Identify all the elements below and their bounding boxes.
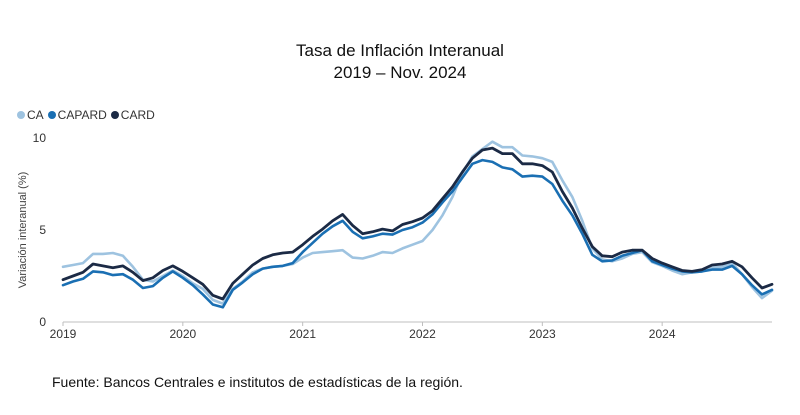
x-tick-label: 2021 xyxy=(289,327,316,341)
legend-dot-icon xyxy=(110,111,119,119)
chart-title-line1: Tasa de Inflación Interanual xyxy=(296,41,504,60)
legend-label: CARD xyxy=(120,108,155,122)
x-tick-label: 2024 xyxy=(649,327,676,341)
legend-dot-icon xyxy=(17,111,25,119)
legend-item-capard[interactable]: CAPARD xyxy=(47,108,107,122)
y-tick-label: 0 xyxy=(39,315,46,329)
series-line-ca xyxy=(61,140,774,305)
series-group xyxy=(61,140,774,309)
y-axis-ticks: 0 5 10 xyxy=(33,131,47,329)
x-tick-label: 2022 xyxy=(409,327,436,341)
legend-dot-icon xyxy=(47,111,56,119)
legend-label: CAPARD xyxy=(57,108,107,122)
source-note: Fuente: Bancos Centrales e institutos de… xyxy=(52,374,463,390)
x-tick-label: 2019 xyxy=(50,327,77,341)
y-axis-label: Variación interanual (%) xyxy=(17,172,29,289)
chart-title-line2: 2019 – Nov. 2024 xyxy=(333,63,467,82)
chart-title: Tasa de Inflación Interanual 2019 – Nov.… xyxy=(0,40,800,84)
legend-item-ca[interactable]: CA xyxy=(17,108,44,122)
y-tick-label: 5 xyxy=(39,223,46,237)
series-line-card xyxy=(61,146,774,301)
x-tick-label: 2020 xyxy=(169,327,196,341)
chart-legend: CA CAPARD CARD xyxy=(17,108,159,122)
legend-label: CA xyxy=(27,108,44,122)
x-tick-label: 2023 xyxy=(529,327,556,341)
legend-item-card[interactable]: CARD xyxy=(110,108,155,122)
x-axis-ticks: 2019 2020 2021 2022 2023 2024 xyxy=(50,322,676,341)
series-line-capard xyxy=(61,158,774,309)
y-tick-label: 10 xyxy=(33,131,47,145)
y-axis-label-group: Variación interanual (%) xyxy=(17,172,29,289)
